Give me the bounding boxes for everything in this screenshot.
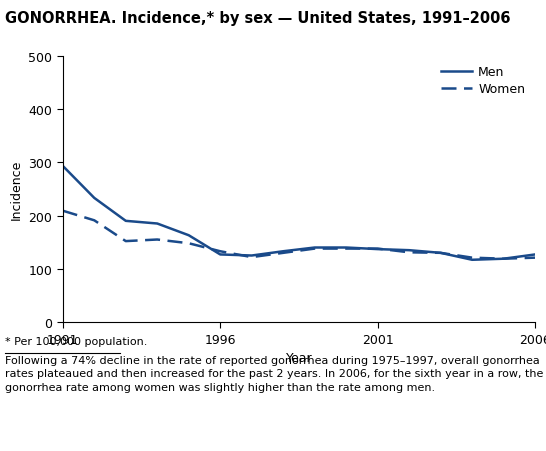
- Men: [311, 245, 318, 251]
- Women: [311, 246, 318, 252]
- Men: [343, 245, 349, 251]
- Women: [217, 249, 223, 254]
- Legend: Men, Women: Men, Women: [437, 63, 529, 100]
- Men: [60, 164, 66, 169]
- Text: * Per 100,000 population.: * Per 100,000 population.: [5, 336, 148, 346]
- Men: [375, 247, 381, 252]
- Text: GONORRHEA. Incidence,* by sex — United States, 1991–2006: GONORRHEA. Incidence,* by sex — United S…: [5, 11, 511, 26]
- Women: [248, 255, 255, 260]
- Men: [154, 221, 161, 227]
- Women: [406, 250, 412, 255]
- Y-axis label: Incidence: Incidence: [10, 159, 23, 220]
- Women: [500, 257, 507, 262]
- Women: [60, 208, 66, 214]
- Men: [248, 253, 255, 259]
- Men: [217, 252, 223, 258]
- Men: [406, 248, 412, 253]
- Women: [91, 218, 98, 224]
- Women: [343, 246, 349, 252]
- Men: [532, 252, 538, 258]
- Line: Women: Women: [63, 211, 535, 259]
- Women: [186, 241, 192, 246]
- Men: [469, 258, 476, 263]
- Men: [186, 233, 192, 239]
- Women: [122, 239, 129, 244]
- Women: [154, 237, 161, 243]
- Men: [280, 249, 287, 254]
- Line: Men: Men: [63, 166, 535, 260]
- Women: [469, 255, 476, 261]
- Men: [122, 219, 129, 224]
- Men: [91, 196, 98, 201]
- Women: [437, 251, 444, 256]
- Women: [532, 255, 538, 261]
- X-axis label: Year: Year: [286, 351, 312, 364]
- Men: [437, 251, 444, 256]
- Women: [375, 246, 381, 252]
- Men: [500, 257, 507, 262]
- Text: Following a 74% decline in the rate of reported gonorrhea during 1975–1997, over: Following a 74% decline in the rate of r…: [5, 355, 544, 392]
- Women: [280, 251, 287, 256]
